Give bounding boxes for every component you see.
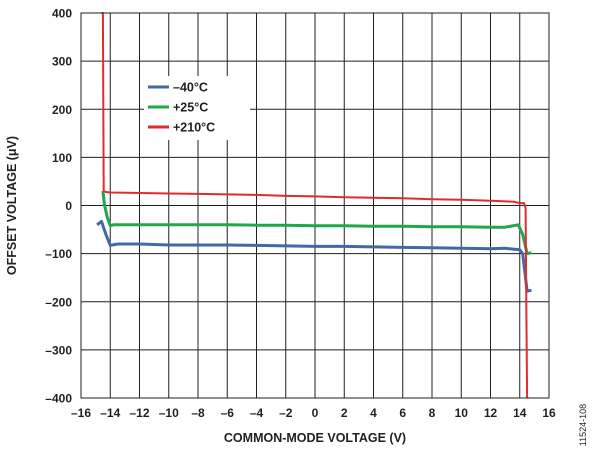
x-axis-title: COMMON-MODE VOLTAGE (V) [224,431,406,445]
legend-label-0: –40°C [173,81,208,95]
series-line-0 [96,219,532,293]
x-tick-label: –4 [250,406,264,420]
x-tick-label: 8 [429,406,436,420]
x-tick-labels: –16 –14 –12 –10 –8 –6 –4 –2 0 2 4 6 8 10 12 14 16 [71,406,556,420]
x-tick-label: –12 [129,406,149,420]
x-tick-label: 2 [341,406,348,420]
legend-label-1: +25°C [173,101,208,115]
y-axis-title: OFFSET VOLTAGE (μV) [5,136,19,275]
y-tick-labels: –400 –300 –200 –100 0 100 200 300 400 [45,7,72,406]
x-tick-label: 0 [312,406,319,420]
legend-label-2: +210°C [173,121,215,135]
x-tick-label: 14 [513,406,527,420]
x-tick-label: 10 [455,406,469,420]
grid [80,12,550,399]
series-line-2 [101,12,529,399]
figure-id: 11524-108 [578,404,588,446]
y-tick-label: 0 [65,199,72,213]
x-tick-label: –8 [191,406,205,420]
y-tick-label: 100 [52,151,72,165]
x-tick-label: 16 [542,406,556,420]
x-tick-label: 12 [484,406,498,420]
series-lines [96,12,532,399]
y-tick-label: –100 [45,247,72,261]
y-tick-label: 300 [52,55,72,69]
y-tick-label: –300 [45,343,72,357]
series-line-1 [101,190,532,256]
x-tick-label: 6 [399,406,406,420]
legend: –40°C +25°C +210°C [144,76,250,140]
x-tick-label: 4 [370,406,377,420]
x-tick-label: –14 [100,406,120,420]
y-tick-label: –200 [45,295,72,309]
plot-frame [80,12,550,399]
y-tick-label: 400 [52,7,72,21]
y-tick-label: –400 [45,392,72,406]
x-tick-label: –6 [221,406,235,420]
x-tick-label: –16 [71,406,91,420]
x-tick-label: –10 [159,406,179,420]
x-tick-label: –2 [279,406,293,420]
y-tick-label: 200 [52,103,72,117]
